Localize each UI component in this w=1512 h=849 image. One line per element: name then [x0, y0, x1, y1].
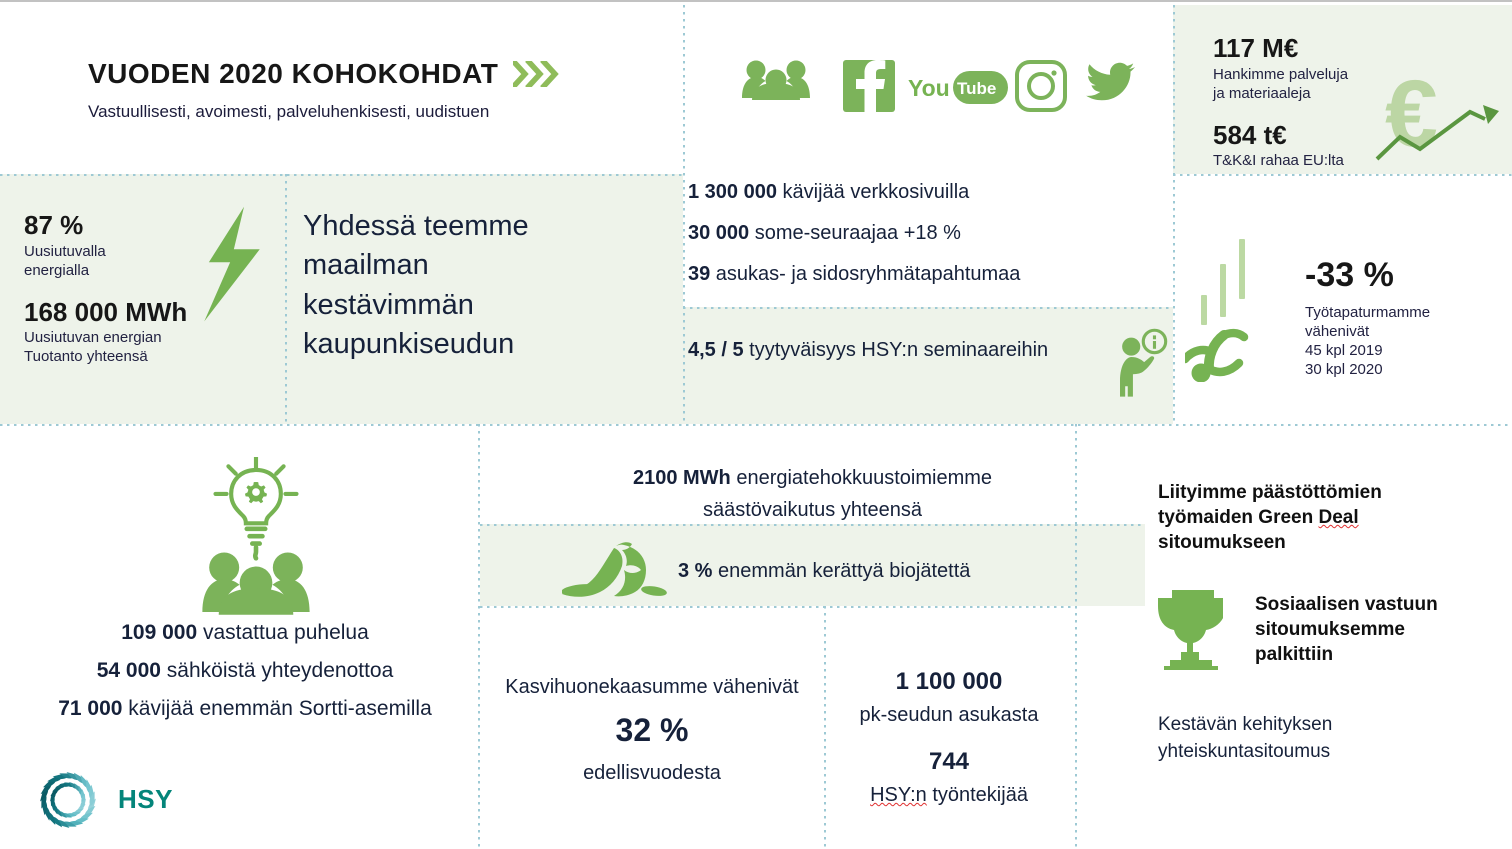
svg-text:You: You — [908, 75, 950, 101]
svg-text:Tube: Tube — [957, 79, 996, 98]
